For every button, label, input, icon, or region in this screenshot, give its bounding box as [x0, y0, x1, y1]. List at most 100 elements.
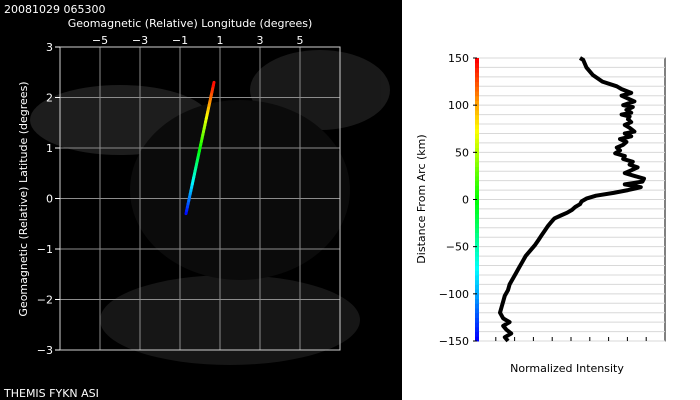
colorbar-segment: [475, 317, 479, 323]
profile-series: [498, 56, 646, 343]
map-x-tick-label: −5: [92, 34, 108, 47]
colorbar-segment: [475, 86, 479, 92]
colorbar-segment: [475, 161, 479, 167]
profile-y-axis-label: Distance From Arc (km): [415, 134, 428, 263]
map-y-tick-label: 0: [46, 193, 53, 206]
profile-ticks: 150 100 50 0 −50 −100 −150: [439, 52, 647, 348]
colorbar-segment: [475, 114, 479, 120]
colorbar-segment: [475, 213, 479, 219]
colorbar-segment: [475, 171, 479, 177]
map-x-tick-label: 1: [217, 34, 224, 47]
colorbar-segment: [475, 180, 479, 186]
colorbar-segment: [475, 307, 479, 314]
colorbar-segment: [475, 322, 479, 328]
colorbar-segment: [475, 265, 479, 271]
map-x-tick-label: −3: [132, 34, 148, 47]
colorbar-segment: [475, 175, 479, 182]
profile-y-tick-label: −50: [446, 241, 469, 254]
colorbar-segment: [475, 109, 479, 116]
profile-grid: [476, 57, 666, 342]
colorbar-segment: [475, 190, 479, 196]
map-x-tick-label: 5: [297, 34, 304, 47]
colorbar-segment: [475, 232, 479, 238]
colorbar-segment: [475, 260, 479, 267]
footer-label: THEMIS FYKN ASI: [3, 387, 99, 400]
profile-y-tick-label: 100: [448, 99, 469, 112]
colorbar-segment: [475, 157, 479, 163]
colorbar-segment: [475, 256, 479, 262]
colorbar-segment: [475, 289, 479, 295]
aurora-glow-south: [100, 275, 360, 365]
map-ticks: −5 −3 −1 1 3 5 3 2 1 0 −1 −2 −3: [37, 34, 304, 357]
profile-y-tick-label: 150: [448, 52, 469, 65]
colorbar-segment: [475, 95, 479, 101]
map-x-axis-label: Geomagnetic (Relative) Longitude (degree…: [68, 17, 313, 30]
map-y-tick-label: −3: [37, 344, 53, 357]
colorbar-segment: [475, 293, 479, 300]
colorbar-segment: [475, 124, 479, 130]
profile-colorbar: [475, 58, 479, 342]
intensity-profile-line: [498, 56, 646, 343]
map-y-axis-label: Geomagnetic (Relative) Latitude (degrees…: [17, 81, 30, 316]
colorbar-segment: [475, 227, 479, 234]
profile-y-tick-label: −100: [439, 288, 469, 301]
profile-y-tick-label: 50: [455, 146, 469, 159]
colorbar-segment: [475, 251, 479, 257]
profile-y-tick-label: −150: [439, 335, 469, 348]
colorbar-segment: [475, 298, 479, 304]
colorbar-segment: [475, 58, 479, 64]
colorbar-segment: [475, 208, 479, 215]
colorbar-segment: [475, 194, 479, 200]
colorbar-segment: [475, 76, 479, 83]
colorbar-segment: [475, 303, 479, 309]
map-x-tick-label: 3: [257, 34, 264, 47]
colorbar-segment: [475, 312, 479, 318]
colorbar-segment: [475, 204, 479, 210]
colorbar-segment: [475, 166, 479, 172]
colorbar-segment: [475, 72, 479, 78]
colorbar-segment: [475, 331, 479, 337]
map-arc-series: [184, 80, 216, 216]
colorbar-segment: [475, 100, 479, 106]
aurora-glow-center: [130, 100, 350, 280]
map-y-tick-label: −2: [37, 294, 53, 307]
colorbar-segment: [475, 105, 479, 111]
intensity-profile-chart: 150 100 50 0 −50 −100 −150 Normalized Intensit…: [415, 52, 666, 375]
colorbar-segment: [475, 119, 479, 125]
colorbar-segment: [475, 223, 479, 229]
map-arc-segment: [211, 80, 216, 88]
timestamp: 20081029 065300: [4, 3, 105, 16]
map-y-tick-label: 1: [46, 142, 53, 155]
colorbar-segment: [475, 147, 479, 153]
colorbar-segment: [475, 62, 479, 68]
colorbar-segment: [475, 91, 479, 97]
colorbar-segment: [475, 128, 479, 134]
map-y-tick-label: −1: [37, 243, 53, 256]
map-y-tick-label: 2: [46, 92, 53, 105]
colorbar-segment: [475, 218, 479, 224]
colorbar-segment: [475, 241, 479, 248]
colorbar-segment: [475, 246, 479, 252]
colorbar-segment: [475, 138, 479, 144]
colorbar-segment: [475, 336, 479, 342]
sky-image-texture: [30, 50, 390, 365]
geomagnetic-map-chart: −5 −3 −1 1 3 5 3 2 1 0 −1 −2 −3 Geomagnetic (Relativ…: [17, 17, 341, 357]
profile-x-axis-label: Normalized Intensity: [510, 362, 624, 375]
colorbar-segment: [475, 152, 479, 158]
colorbar-segment: [475, 185, 479, 191]
colorbar-segment: [475, 67, 479, 73]
map-y-tick-label: 3: [46, 41, 53, 54]
colorbar-segment: [475, 326, 479, 333]
colorbar-segment: [475, 133, 479, 139]
colorbar-segment: [475, 199, 479, 205]
map-x-tick-label: −1: [172, 34, 188, 47]
colorbar-segment: [475, 279, 479, 285]
profile-y-tick-label: 0: [462, 194, 469, 207]
colorbar-segment: [475, 237, 479, 243]
colorbar-segment: [475, 274, 479, 281]
colorbar-segment: [475, 142, 479, 149]
colorbar-segment: [475, 284, 479, 290]
colorbar-segment: [475, 81, 479, 87]
colorbar-segment: [475, 270, 479, 276]
